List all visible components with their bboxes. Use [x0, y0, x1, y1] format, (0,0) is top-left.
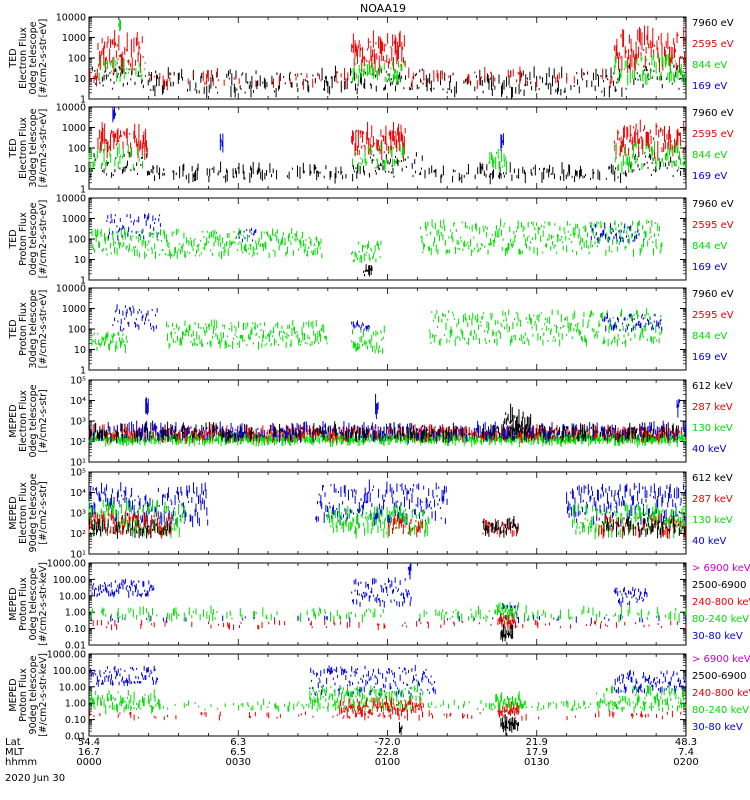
y-tick-label: 10: [74, 255, 86, 266]
y-tick-label: 1: [80, 185, 86, 196]
legend-entry: 169 eV: [692, 171, 727, 182]
legend-entry: 2595 eV: [692, 39, 734, 50]
y-tick-label: 10³: [70, 417, 86, 428]
y-tick-label: 100: [68, 54, 86, 65]
legend-entry: 844 eV: [692, 60, 727, 71]
y-tick-label: 10000: [56, 13, 86, 24]
legend: 7960 eV 2595 eV 844 eV 169 eV: [692, 18, 734, 92]
legend: 7960 eV 2595 eV 844 eV 169 eV: [692, 199, 734, 273]
y-axis-label: TED: [8, 138, 19, 158]
y-axis-label: Proton Flux: [18, 212, 29, 266]
legend-entry: 169 eV: [692, 262, 727, 273]
y-tick-label: 100: [68, 235, 86, 246]
y-tick-label: 1: [80, 276, 86, 287]
y-tick-label: 10000: [56, 103, 86, 114]
chart-title: NOAA19: [360, 2, 406, 15]
y-axis-label: [#/cm2-s-str-eV]: [38, 109, 49, 188]
legend: 7960 eV 2595 eV 844 eV 169 eV: [692, 108, 734, 182]
y-axis-label: [#/cm2-s-str]: [38, 389, 49, 452]
y-tick-label: 10000: [56, 194, 86, 205]
legend-entry: 2595 eV: [692, 129, 734, 140]
panel-3: 1 10 100 1000 10000 TED Proton Flux 0deg telesc…: [8, 194, 734, 287]
y-axis-label: Electron Flux: [18, 27, 29, 89]
y-axis-label: Electron Flux: [18, 117, 29, 179]
panel-2: 1 10 100 1000 10000 TED Electron Flux 30deg tel…: [8, 103, 734, 196]
series-844-ev: [88, 140, 686, 174]
y-tick-label: 1000: [62, 123, 86, 134]
y-tick-label: 1000: [62, 214, 86, 225]
legend-entry: 7960 eV: [692, 289, 734, 300]
y-tick-label: 1000: [62, 33, 86, 44]
legend-entry: 169 eV: [692, 352, 727, 363]
legend: 7960 eV 2595 eV 844 eV 169 eV: [692, 289, 734, 363]
series-169-ev: [112, 304, 663, 333]
y-tick-label: 1000: [62, 304, 86, 315]
y-tick-label: 10¹: [70, 458, 86, 469]
panel-frame: [88, 106, 687, 190]
y-axis-label: TED: [8, 48, 19, 68]
series-844-ev: [91, 218, 663, 263]
series-844-ev: [98, 52, 686, 86]
y-axis-label: 0deg telescope: [28, 202, 39, 275]
series-7960-ev: [89, 63, 685, 99]
series-spike: [118, 19, 122, 32]
panel-4: 1 10 100 1000 10000 TED Proton Flux 30deg teles…: [8, 284, 734, 377]
y-axis-label: Proton Flux: [18, 302, 29, 356]
y-tick-label: 10: [74, 74, 86, 85]
y-axis-label: Electron Flux: [18, 390, 29, 452]
legend-entry: 169 eV: [692, 81, 727, 92]
y-tick-label: 10000: [56, 284, 86, 295]
y-axis-label: [#/cm2-s-str-eV]: [38, 19, 49, 98]
series-7960-ev: [88, 151, 687, 185]
series-group: [91, 304, 663, 355]
legend-entry: 2595 eV: [692, 220, 734, 231]
legend-entry: 844 eV: [692, 150, 727, 161]
y-axis-label: MEPED: [8, 404, 19, 437]
y-tick-label: 10: [74, 345, 86, 356]
series-169-ev: [112, 107, 504, 153]
series-2595-ev: [97, 119, 686, 162]
legend-entry: 7960 eV: [692, 18, 734, 29]
y-tick-label: 10: [74, 164, 86, 175]
y-tick-label: 1: [80, 366, 86, 377]
y-axis-label: TED: [8, 229, 19, 249]
series-group: [88, 107, 687, 185]
y-axis-label: 30deg telescope: [28, 289, 39, 368]
y-tick-label: 100: [68, 144, 86, 155]
y-tick-label: 100: [68, 325, 86, 336]
series-group: [91, 213, 663, 277]
legend-entry: 7960 eV: [692, 199, 734, 210]
panel-frame: [88, 379, 687, 463]
panel-frame: [88, 197, 687, 281]
legend-entry: 7960 eV: [692, 108, 734, 119]
panel-1: 1 10 100 1000 10000 TED Electron Flux 0deg tele…: [8, 13, 734, 106]
y-tick-label: 10⁴: [70, 396, 86, 407]
y-tick-label: 1: [80, 95, 86, 106]
y-axis-label: 0deg telescope: [28, 21, 39, 94]
panel-5: 10¹ 10² 10³ 10⁴ 10⁵ MEPED Electron Flux 0deg te…: [8, 376, 733, 469]
series-group: [88, 393, 687, 448]
series-169-ev: [106, 213, 645, 244]
series-7960-ev: [363, 264, 373, 277]
series-844-ev: [91, 308, 663, 355]
panel-frame: [88, 16, 687, 100]
y-axis-label: 30deg telescope: [28, 108, 39, 187]
y-axis-label: [#/cm2-s-str-eV]: [38, 290, 49, 369]
y-axis-label: [#/cm2-s-str-eV]: [38, 200, 49, 279]
legend-entry: 2595 eV: [692, 310, 734, 321]
y-tick-label: 10²: [70, 437, 86, 448]
y-axis-label: TED: [8, 319, 19, 339]
series-group: [89, 19, 686, 99]
y-tick-label: 10⁵: [70, 376, 86, 387]
y-axis-label: 0deg telescope: [28, 384, 39, 457]
legend-entry: 844 eV: [692, 241, 727, 252]
legend-entry: 844 eV: [692, 331, 727, 342]
